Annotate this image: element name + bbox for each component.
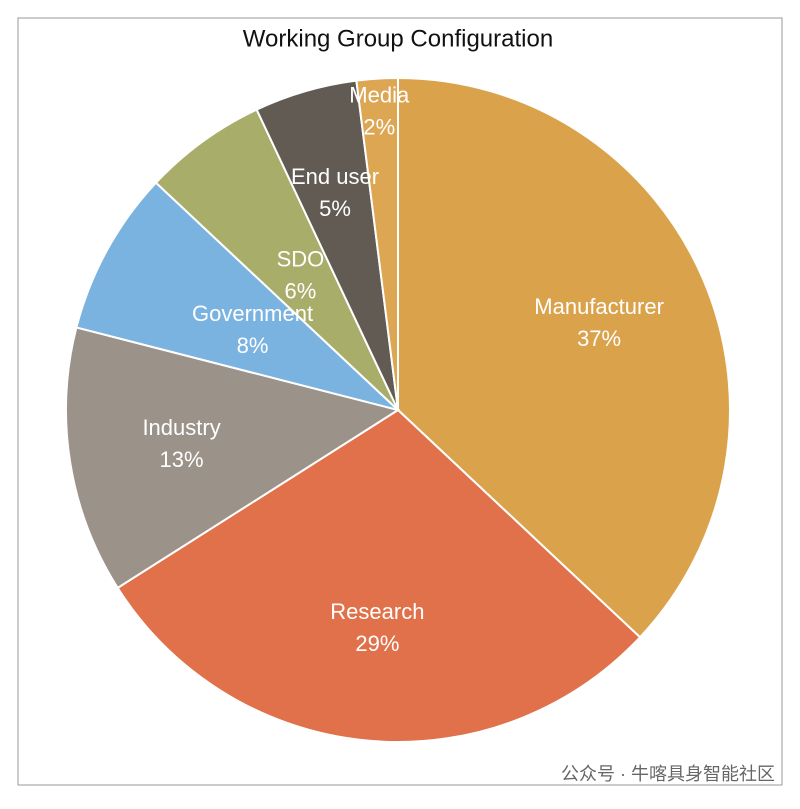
pie-slice (65, 326, 401, 590)
slice-value-label: 6% (285, 279, 317, 304)
slice-label: Research (330, 599, 424, 624)
slice-label: Manufacturer (534, 294, 664, 319)
slice-value-label: 29% (355, 631, 399, 656)
slice-value-label: 8% (237, 333, 269, 358)
slice-label: End user (291, 164, 379, 189)
pie-slice (116, 408, 642, 743)
pie-slice (355, 76, 399, 411)
pie-slice (397, 76, 731, 639)
slice-value-label: 37% (577, 326, 621, 351)
slice-value-label: 5% (319, 196, 351, 221)
chart-title: Working Group Configuration (243, 25, 553, 52)
watermark: 公众号 · 牛喀具身智能社区 (561, 764, 775, 784)
pie-slice (75, 181, 399, 411)
slice-value-label: 2% (363, 115, 395, 140)
slice-label: Media (349, 83, 410, 108)
slice-value-label: 13% (160, 447, 204, 472)
slice-label: SDO (277, 247, 325, 272)
slice-label: Government (192, 301, 313, 326)
slice-label: Industry (142, 415, 220, 440)
pie-slice (154, 108, 399, 411)
